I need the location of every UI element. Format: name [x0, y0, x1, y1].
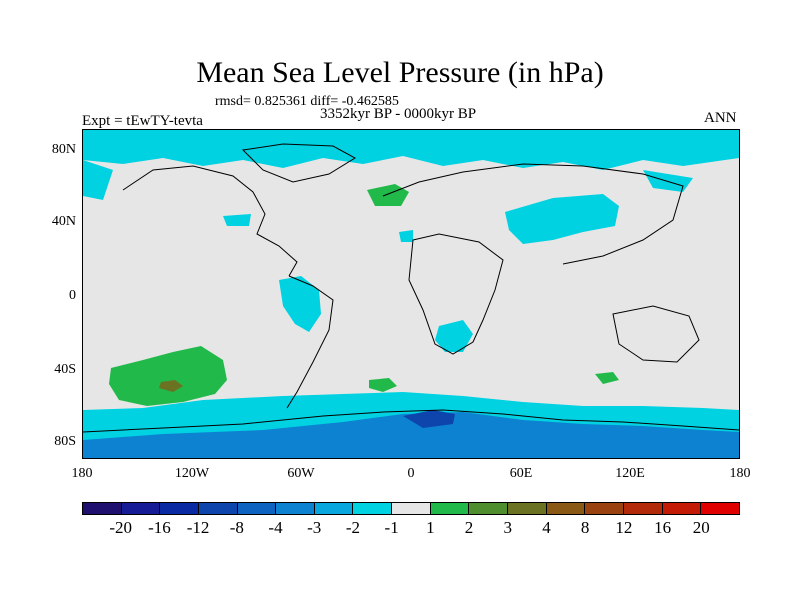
y-axis-label-40n: 40N	[51, 214, 76, 229]
x-axis-label-180e: 180	[729, 466, 751, 481]
colorbar-label: 2	[464, 518, 474, 537]
colorbar-box	[585, 503, 624, 514]
arctic-anomaly-band	[83, 130, 739, 170]
x-axis-label-120e: 120E	[615, 466, 645, 481]
colorbar-box	[314, 503, 354, 514]
colorbar-label: 16	[654, 518, 672, 537]
colorbar-label: -2	[345, 518, 361, 537]
colorbar-box	[198, 503, 238, 514]
indian-ocean-green-patch	[595, 372, 619, 384]
colorbar-label: -20	[109, 518, 133, 537]
north-america-patch	[223, 214, 251, 226]
x-axis-label-60w: 60W	[287, 466, 315, 481]
coastlines	[83, 143, 739, 433]
colorbar	[82, 502, 740, 515]
season-label: ANN	[704, 110, 737, 126]
colorbar-label: 8	[580, 518, 590, 537]
colorbar-label: -8	[229, 518, 244, 537]
colorbar-box	[546, 503, 586, 514]
x-axis-label-0: 0	[407, 466, 415, 481]
colorbar-box	[121, 503, 161, 514]
colorbar-box	[353, 503, 393, 514]
colorbar-label: 1	[426, 518, 435, 537]
colorbar-label: 3	[503, 518, 513, 537]
x-axis-label-120w: 120W	[174, 466, 210, 481]
southern-ocean-mid-band	[83, 412, 739, 458]
y-axis-label-0: 0	[69, 288, 76, 303]
colorbar-box	[508, 503, 547, 514]
y-axis-label-40s: 40S	[54, 362, 76, 377]
colorbar-box	[83, 503, 122, 514]
map-panel	[82, 129, 740, 459]
colorbar-label: -1	[384, 518, 399, 537]
y-axis-label-80s: 80S	[54, 434, 76, 449]
north-atlantic-green-patch	[367, 184, 409, 206]
colorbar-label: 4	[542, 518, 551, 537]
colorbar-box	[701, 503, 739, 514]
chart-title: Mean Sea Level Pressure (in hPa)	[196, 56, 604, 89]
colorbar-label: 20	[692, 518, 710, 537]
colorbar-box	[392, 503, 431, 514]
period-subtitle: 3352kyr BP - 0000kyr BP	[320, 106, 477, 122]
colorbar-box	[237, 503, 277, 514]
colorbar-box	[662, 503, 702, 514]
y-axis-label-80n: 80N	[51, 142, 76, 157]
south-atlantic-green-patch	[369, 378, 397, 392]
x-axis-label-60e: 60E	[509, 466, 533, 481]
southern-africa-patch	[435, 320, 473, 352]
colorbar-label: -12	[186, 518, 210, 537]
asia-anomaly-patch	[505, 194, 619, 244]
pressure-map	[83, 130, 739, 458]
colorbar-box	[623, 503, 663, 514]
colorbar-label: -4	[268, 518, 283, 537]
colorbar-box	[160, 503, 199, 514]
south-america-patch	[279, 276, 321, 332]
atlantic-small-patch	[399, 230, 413, 242]
experiment-label: Expt = tEwTY-tevta	[82, 113, 203, 129]
south-pacific-olive-core	[159, 380, 183, 392]
colorbar-box	[430, 503, 470, 514]
x-axis-label-180w: 180	[71, 466, 93, 481]
stats-subtitle: rmsd= 0.825361 diff= -0.462585	[215, 94, 399, 109]
colorbar-label: 12	[615, 518, 633, 537]
south-pacific-green-patch	[109, 346, 227, 406]
colorbar-label: -3	[307, 518, 322, 537]
colorbar-box	[276, 503, 315, 514]
antarctic-dark-core	[403, 410, 455, 428]
colorbar-box	[469, 503, 509, 514]
colorbar-label: -16	[148, 518, 171, 537]
arctic-anomaly-west	[83, 160, 113, 200]
